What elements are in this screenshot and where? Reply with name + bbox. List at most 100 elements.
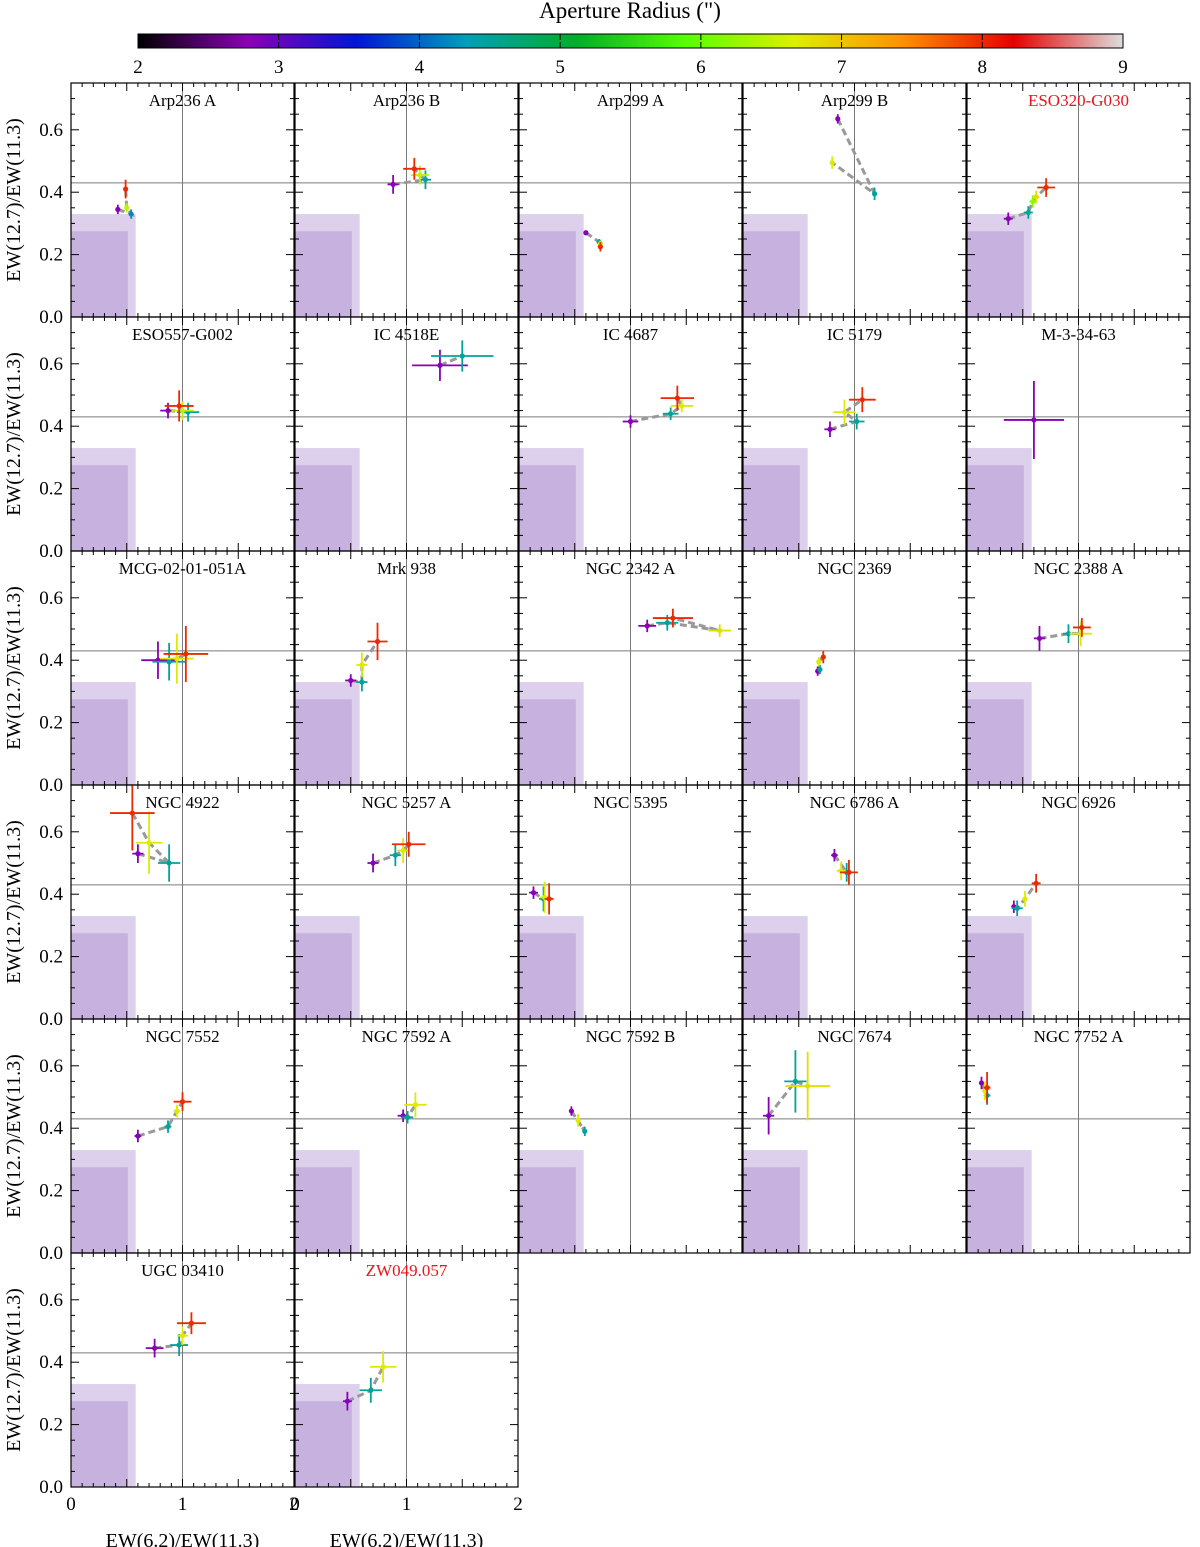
point-marker [679, 403, 685, 409]
data-point [1022, 891, 1028, 907]
data-point [763, 1097, 775, 1135]
data-layer [978, 1072, 991, 1105]
data-point [831, 848, 838, 862]
point-marker [1030, 198, 1036, 205]
data-clip [1003, 178, 1056, 225]
data-point [389, 844, 401, 867]
data-point [784, 1050, 807, 1113]
data-point [128, 209, 134, 219]
point-marker [348, 677, 354, 684]
data-point [369, 1351, 397, 1383]
data-point [836, 861, 846, 881]
point-marker [820, 654, 826, 660]
panel-title: Arp236 B [373, 91, 441, 110]
shaded-region-inner [71, 699, 128, 785]
data-point [1003, 212, 1013, 225]
panel-title: ZW049.057 [366, 1261, 448, 1280]
data-point [670, 399, 693, 413]
panel-title: NGC 7674 [817, 1027, 892, 1046]
x-tick-label: 2 [289, 1494, 299, 1515]
data-point [848, 413, 865, 430]
panel-zw049-057: ZW049.057 0 1 2 EW(6.2)/EW(11.3) [290, 1252, 523, 1547]
colorbar-tick-label: 2 [133, 57, 143, 78]
colorbar-label: Aperture Radius (") [539, 0, 721, 23]
data-point [342, 1391, 352, 1411]
data-point [397, 838, 409, 863]
data-point [708, 624, 731, 637]
data-clip [583, 230, 603, 252]
data-point [115, 204, 121, 215]
data-point [134, 1129, 142, 1143]
colorbar-tick-label: 9 [1118, 57, 1128, 78]
point-marker [841, 409, 848, 415]
y-tick-label: 0.4 [39, 650, 63, 671]
point-marker [582, 1128, 588, 1134]
point-marker [165, 1124, 171, 1130]
data-layer [1011, 873, 1041, 917]
data-point [135, 811, 163, 874]
data-point [1011, 900, 1023, 917]
point-marker [805, 1083, 811, 1089]
data-clip [568, 1106, 588, 1136]
point-marker [978, 1080, 985, 1086]
point-marker [176, 1342, 182, 1348]
connector-line [137, 1100, 184, 1138]
data-point [529, 886, 538, 899]
connector-line [646, 616, 721, 633]
data-point [660, 385, 695, 411]
point-marker [176, 403, 182, 409]
data-clip [342, 1351, 397, 1411]
point-marker [459, 353, 465, 359]
x-tick-label: 2 [513, 1494, 523, 1515]
data-clip [529, 881, 554, 915]
data-layer [1033, 618, 1092, 651]
y-tick-label: 0.0 [39, 1477, 63, 1498]
y-axis-label: EW(12.7)/EW(11.3) [3, 586, 25, 750]
data-point [817, 664, 823, 675]
data-point [176, 1326, 189, 1346]
data-point [171, 401, 194, 420]
data-clip [763, 1050, 830, 1135]
point-marker [717, 627, 723, 634]
point-marker [179, 1333, 186, 1339]
data-clip [1033, 618, 1092, 651]
point-marker [568, 1108, 575, 1114]
data-point [568, 1106, 575, 1116]
point-marker [400, 847, 406, 854]
point-marker [871, 191, 878, 197]
data-layer [622, 385, 695, 428]
panel-title: IC 4518E [374, 325, 440, 344]
point-marker [359, 679, 365, 685]
y-tick-label: 0.4 [39, 884, 63, 905]
y-tick-label: 0.0 [39, 541, 63, 562]
data-clip [387, 157, 432, 194]
colorbar-tick-label: 3 [274, 57, 284, 78]
panel-frame [70, 1252, 295, 1488]
panel-title: Arp299 A [597, 91, 665, 110]
point-marker [859, 397, 865, 403]
shaded-region-inner [71, 231, 128, 317]
panel-title: Arp299 B [821, 91, 889, 110]
x-axis-label: EW(6.2)/EW(11.3) [106, 1530, 260, 1547]
data-layer [1003, 178, 1056, 225]
data-clip [141, 625, 209, 684]
data-point [392, 831, 426, 857]
y-tick-label: 0.4 [39, 416, 63, 437]
point-marker [1033, 194, 1039, 200]
axis-ticks [518, 784, 743, 1020]
data-point [123, 179, 129, 199]
point-marker [135, 851, 141, 857]
data-point [978, 1076, 985, 1090]
data-layer [638, 608, 731, 637]
point-marker [406, 841, 412, 847]
point-marker [827, 426, 833, 432]
shaded-region-inner [967, 1167, 1024, 1253]
point-marker [174, 656, 180, 662]
data-layer [824, 387, 876, 438]
shaded-region-inner [295, 933, 352, 1019]
data-layer [134, 1092, 192, 1143]
point-marker [188, 1320, 195, 1326]
data-point [152, 643, 186, 681]
point-marker [1022, 896, 1028, 902]
point-marker [374, 638, 381, 645]
